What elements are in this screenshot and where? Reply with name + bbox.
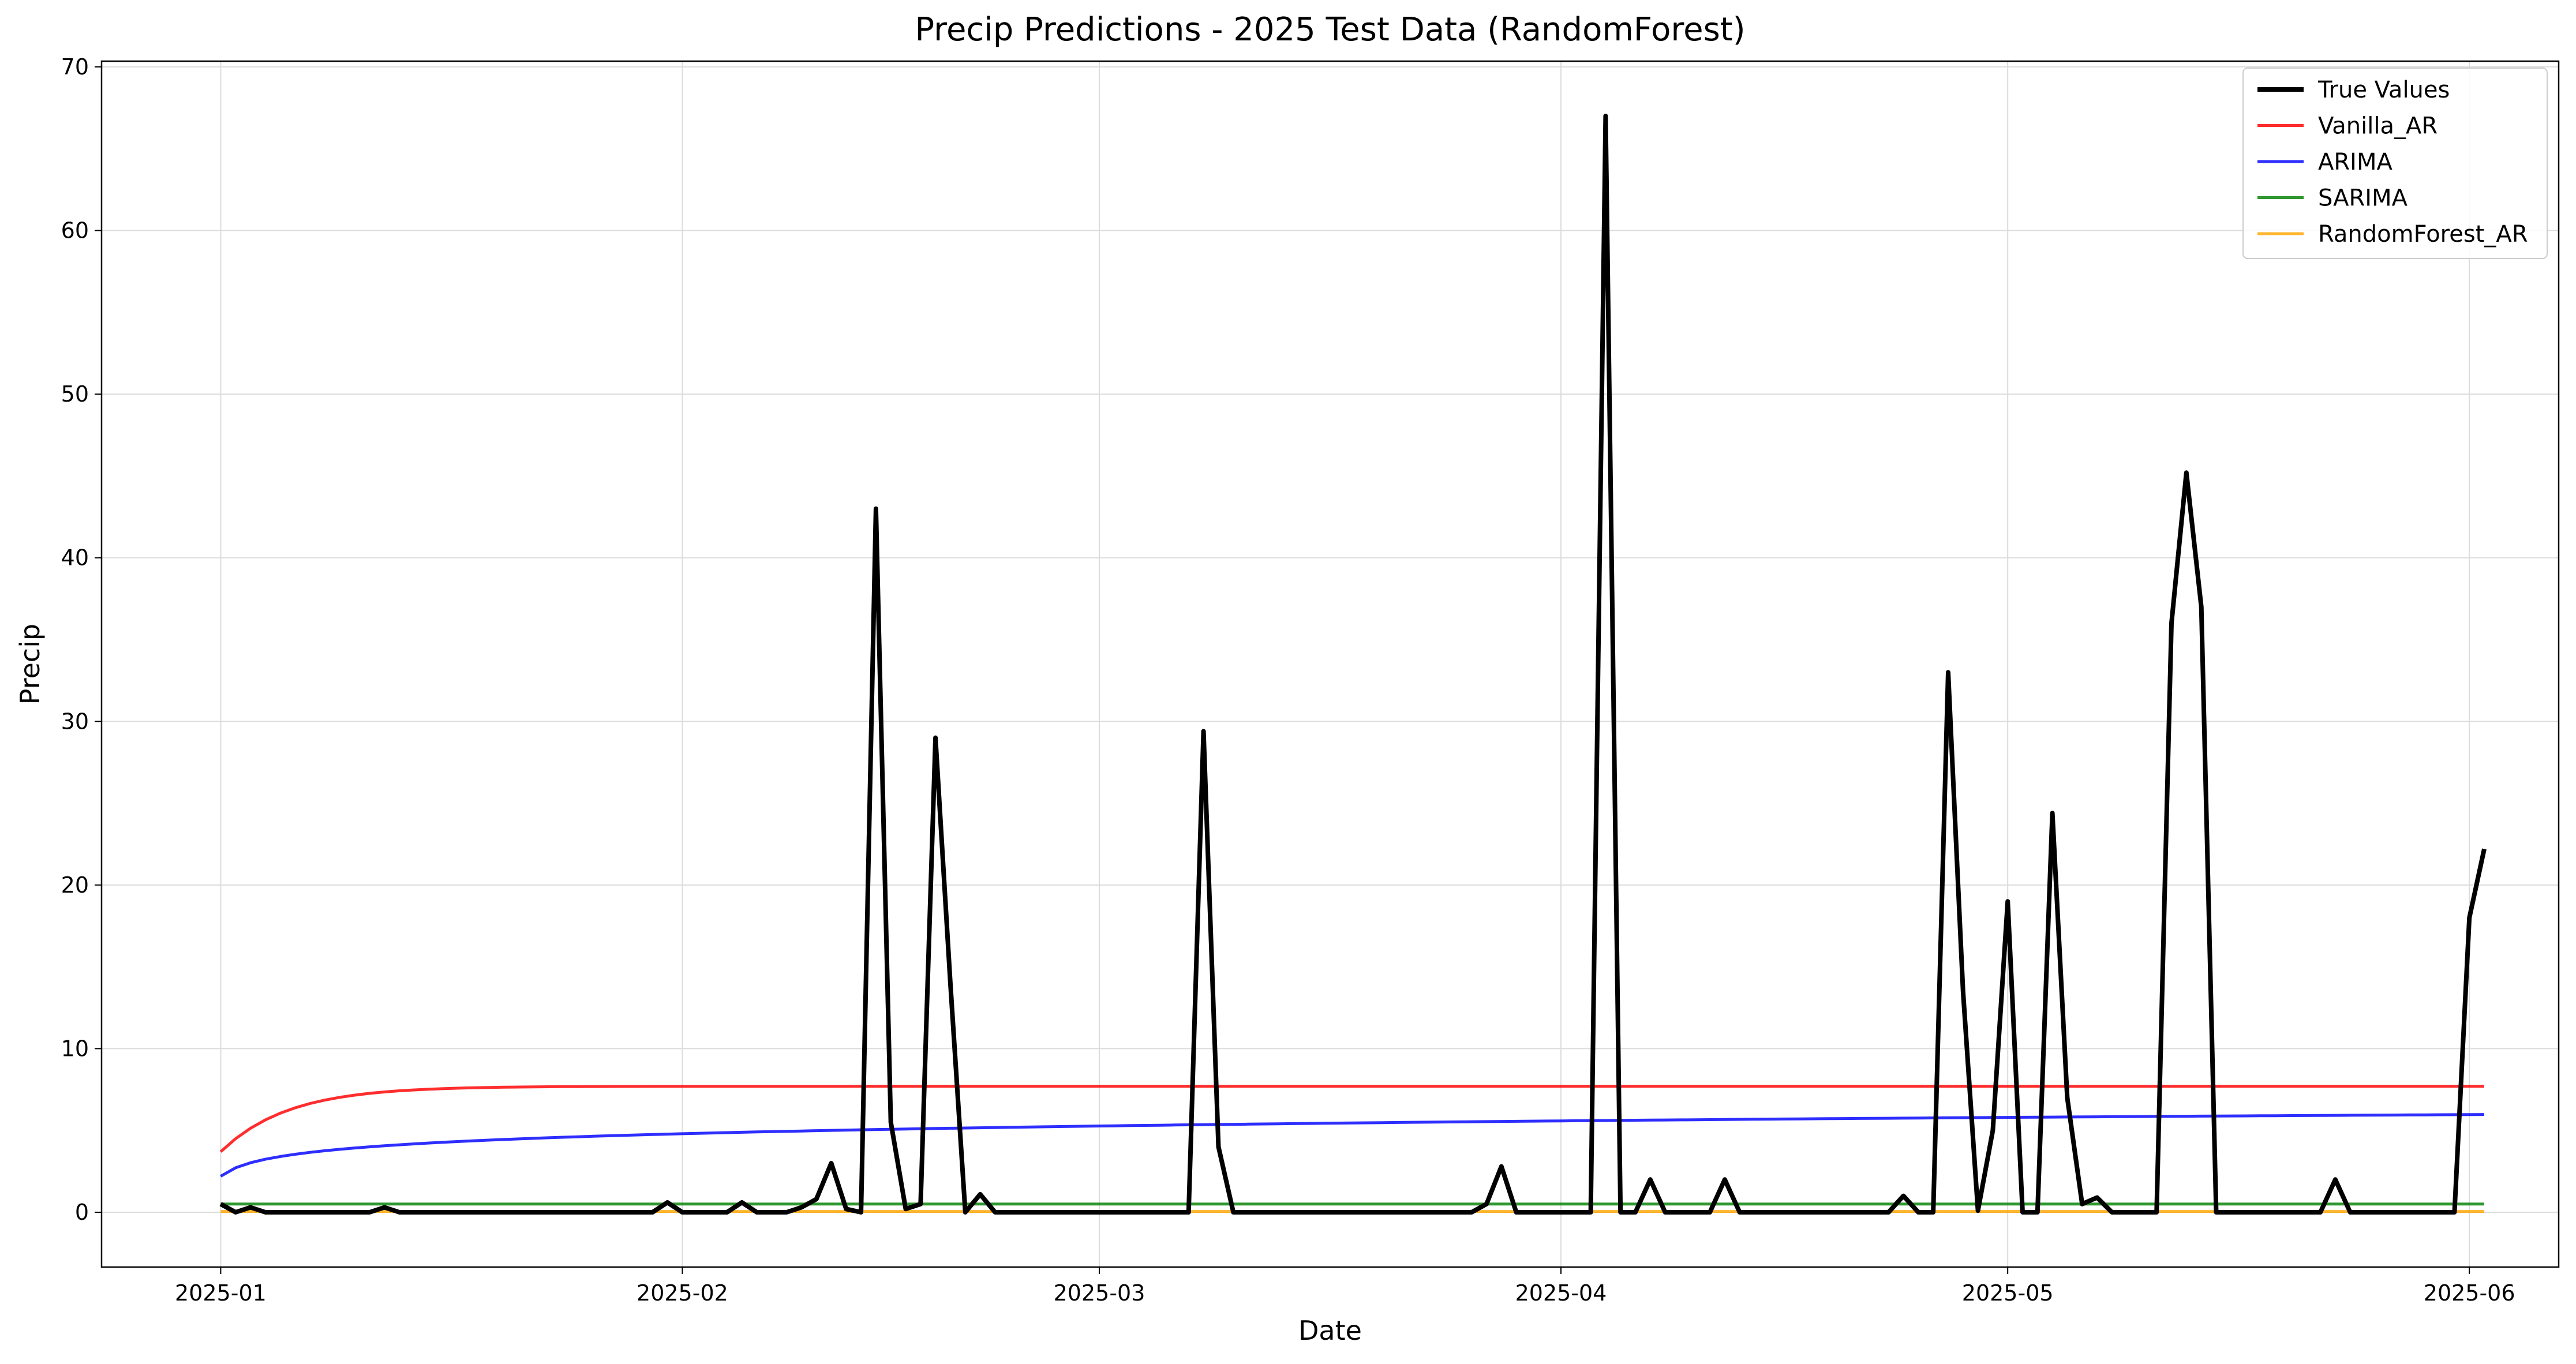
series-line-arima: [220, 1113, 2485, 1178]
y-tick-label: 30: [61, 709, 89, 734]
y-tick-label: 70: [61, 54, 89, 80]
legend-label-true-values: True Values: [2317, 77, 2450, 103]
legend-label-vanilla-ar: Vanilla_AR: [2318, 113, 2438, 140]
series-line-vanilla-ar: [219, 1085, 2484, 1153]
plot-frame: [100, 60, 2560, 1268]
legend-box: [2242, 68, 2548, 259]
series-line-true-values: [219, 114, 2487, 1215]
ticks-layer: 0 10 20 30 40 50 60 70 2025-01 2025-02 2025-03 2025…: [61, 54, 2515, 1306]
y-tick-label: 10: [61, 1036, 89, 1061]
x-tick-label: 2025-01: [175, 1280, 267, 1306]
chart-title: Precip Predictions - 2025 Test Data (Ran…: [915, 11, 1745, 48]
y-tick-label: 60: [61, 218, 89, 243]
x-tick-label: 2025-04: [1515, 1280, 1607, 1306]
grid-layer: [102, 61, 2559, 1267]
x-tick-label: 2025-06: [2424, 1280, 2515, 1306]
y-tick-label: 0: [75, 1200, 89, 1225]
x-tick-label: 2025-05: [1962, 1280, 2054, 1306]
y-tick-label: 40: [61, 545, 89, 571]
x-tick-label: 2025-03: [1054, 1280, 1145, 1306]
y-tick-label: 50: [61, 381, 89, 407]
lines-layer: [219, 114, 2487, 1215]
legend-label-sarima: SARIMA: [2318, 185, 2408, 212]
x-axis-label: Date: [1298, 1315, 1362, 1346]
y-axis-label: Precip: [14, 624, 46, 705]
legend-label-arima: ARIMA: [2318, 149, 2392, 175]
y-tick-label: 20: [61, 872, 89, 898]
x-tick-label: 2025-02: [636, 1280, 728, 1306]
legend: True Values Vanilla_AR ARIMA SARIMA RandomFo…: [2242, 68, 2548, 259]
legend-label-randomforest-ar: RandomForest_AR: [2318, 221, 2528, 248]
